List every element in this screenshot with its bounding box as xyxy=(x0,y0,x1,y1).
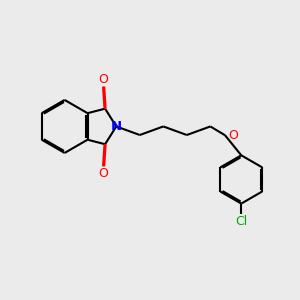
Text: O: O xyxy=(228,129,238,142)
Text: O: O xyxy=(99,167,109,180)
Text: O: O xyxy=(99,73,109,86)
Text: N: N xyxy=(111,120,122,133)
Text: Cl: Cl xyxy=(235,215,248,228)
